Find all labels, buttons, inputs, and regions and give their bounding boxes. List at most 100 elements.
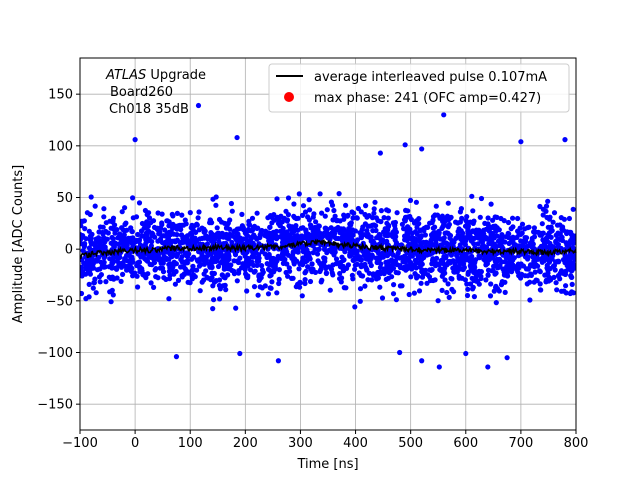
sample-point <box>365 223 371 229</box>
sample-point <box>300 255 306 261</box>
sample-point <box>344 265 350 271</box>
sample-point <box>568 231 574 237</box>
sample-point <box>310 214 316 220</box>
sample-point <box>551 210 558 216</box>
sample-point <box>522 237 529 243</box>
sample-point <box>170 213 176 219</box>
sample-point <box>233 305 239 311</box>
sample-point <box>245 273 251 279</box>
sample-point <box>407 197 414 203</box>
sample-point <box>403 225 409 232</box>
sample-point <box>418 280 424 286</box>
sample-point <box>130 273 136 279</box>
sample-point <box>285 273 291 279</box>
sample-point <box>485 272 491 278</box>
x-axis-label: Time [ns] <box>296 457 358 472</box>
sample-point <box>463 217 469 223</box>
sample-point <box>172 261 178 267</box>
sample-point <box>139 233 145 239</box>
sample-point <box>116 241 122 247</box>
sample-point <box>120 271 126 277</box>
sample-point <box>445 224 451 230</box>
sample-point <box>419 233 425 239</box>
sample-point <box>217 296 223 302</box>
sample-point <box>551 274 557 280</box>
sample-point <box>146 210 152 216</box>
sample-point <box>314 251 321 257</box>
sample-point <box>92 203 98 209</box>
sample-point <box>163 233 169 239</box>
sample-point <box>555 244 561 250</box>
sample-point <box>340 231 346 237</box>
sample-point <box>232 228 238 234</box>
sample-point <box>216 277 223 283</box>
sample-point <box>267 273 273 279</box>
sample-point <box>500 239 506 245</box>
sample-point <box>307 232 313 238</box>
sample-point <box>361 232 367 238</box>
sample-point <box>488 201 494 207</box>
sample-point <box>440 258 446 264</box>
sample-point <box>502 266 509 272</box>
sample-point <box>351 250 358 256</box>
sample-point <box>172 281 178 287</box>
sample-point <box>519 271 525 277</box>
sample-point <box>330 272 336 278</box>
sample-point <box>196 209 202 215</box>
sample-point <box>347 253 353 259</box>
sample-point <box>88 194 94 200</box>
sample-point <box>317 191 323 197</box>
sample-point <box>215 263 222 270</box>
sample-point <box>515 228 521 234</box>
sample-point <box>358 272 364 279</box>
sample-point <box>546 216 553 222</box>
sample-point <box>412 271 418 277</box>
sample-point <box>472 259 478 265</box>
outlier-point <box>463 350 469 357</box>
sample-point <box>469 193 475 199</box>
sample-point <box>357 256 363 262</box>
sample-point <box>280 260 286 266</box>
sample-point <box>96 229 102 235</box>
sample-point <box>118 237 124 243</box>
sample-point <box>509 215 516 221</box>
sample-point <box>427 267 433 273</box>
legend: average interleaved pulse 0.107mA max ph… <box>268 63 570 113</box>
sample-point <box>325 234 331 241</box>
sample-point <box>432 224 438 230</box>
sample-point <box>244 288 250 294</box>
sample-point <box>187 280 193 286</box>
sample-point <box>454 269 460 275</box>
sample-point <box>335 260 341 266</box>
sample-point <box>496 288 502 294</box>
sample-point <box>144 232 150 238</box>
sample-point <box>511 235 517 241</box>
sample-point <box>159 211 165 217</box>
sample-point <box>117 254 123 260</box>
sample-point <box>240 261 246 267</box>
x-tick-label: 500 <box>398 436 423 451</box>
x-tick-label: 0 <box>131 436 139 451</box>
sample-point <box>390 220 396 226</box>
sample-point <box>110 259 116 265</box>
sample-point <box>298 225 304 231</box>
y-tick-label: −100 <box>37 346 73 361</box>
sample-point <box>145 223 151 229</box>
sample-point <box>483 226 489 232</box>
sample-point <box>160 269 167 275</box>
sample-point <box>354 261 360 267</box>
sample-point <box>285 195 292 201</box>
sample-point <box>341 257 347 263</box>
sample-point <box>324 207 330 213</box>
sample-point <box>297 261 303 267</box>
sample-point <box>302 209 309 215</box>
sample-point <box>151 284 157 290</box>
sample-point <box>488 232 494 238</box>
sample-point <box>468 238 474 244</box>
sample-point <box>402 217 408 224</box>
sample-point <box>101 206 107 212</box>
annotation-block: ATLAS Upgrade Board260 Ch018 35dB <box>105 68 206 117</box>
sample-point <box>235 259 242 266</box>
sample-point <box>137 265 143 272</box>
sample-point <box>274 290 280 296</box>
